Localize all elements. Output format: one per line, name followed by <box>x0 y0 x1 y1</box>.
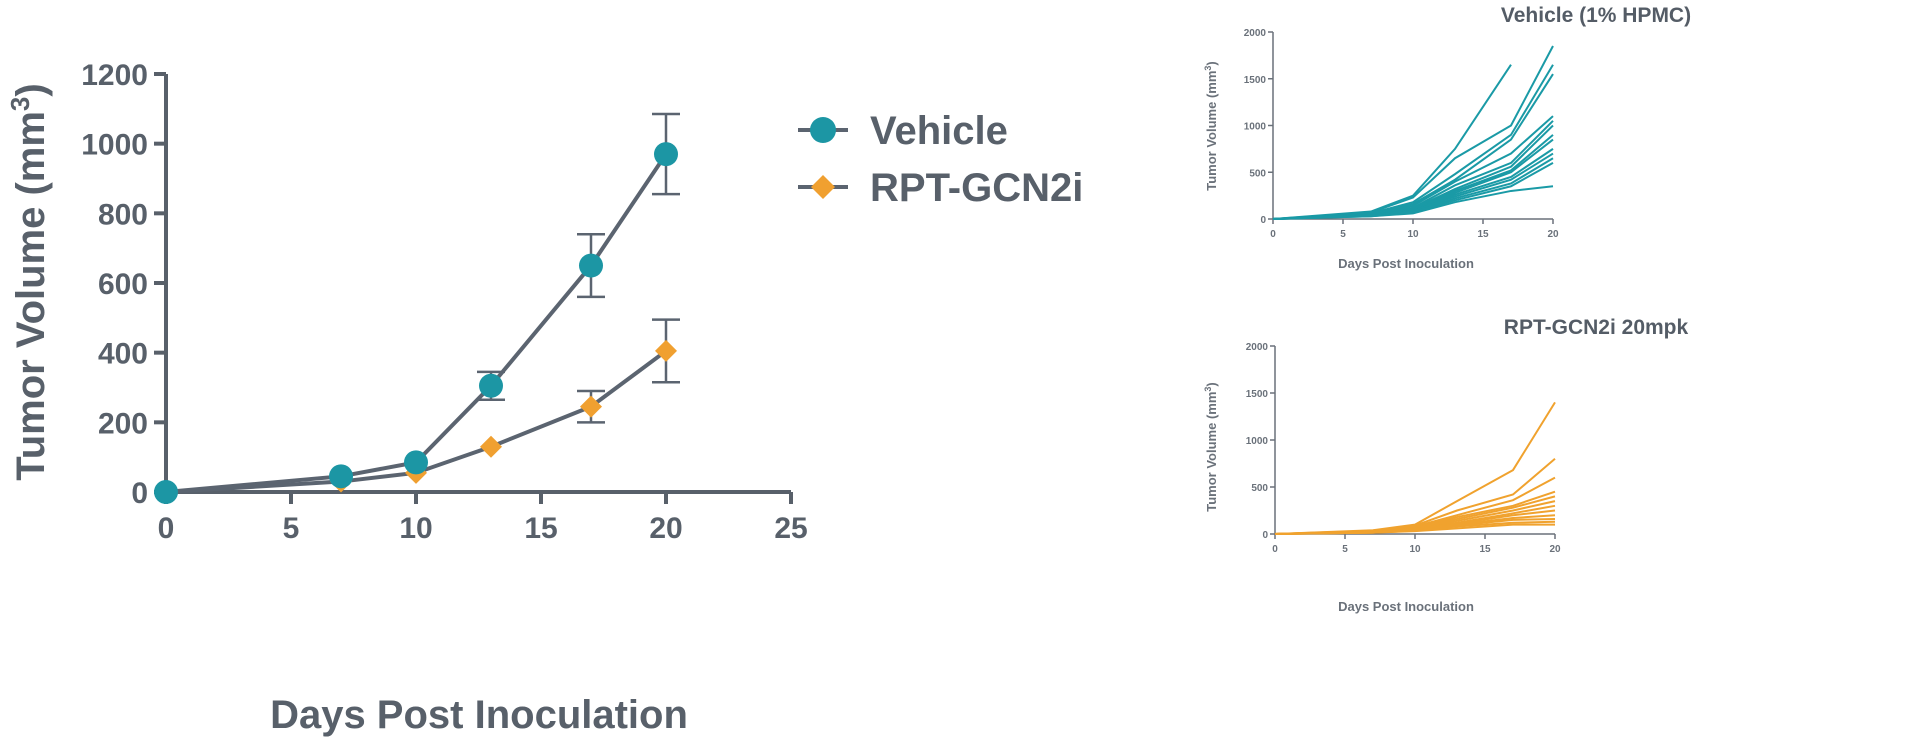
rpt-gcn2i-x-axis-title: Days Post Inoculation <box>1338 599 1474 614</box>
main-y-tick-label: 1000 <box>81 129 148 162</box>
legend-label-rpt-gcn2i: RPT-GCN2i <box>870 166 1083 210</box>
main-y-tick-label: 200 <box>98 407 148 440</box>
vehicle-x-tick-label: 20 <box>1547 229 1559 240</box>
vehicle-subject-line-2 <box>1272 45 1554 220</box>
vehicle-spaghetti-chart: Vehicle (1% HPMC) 0 500 1000 1500 2000 0 5 10 15… <box>1203 4 1691 271</box>
main-x-axis-title: Days Post Inoculation <box>270 693 688 737</box>
rpt-gcn2i-spaghetti-chart: RPT-GCN2i 20mpk 0 500 1000 1500 2000 0 5 10 15 20… <box>1203 316 1689 614</box>
main-y-axis-title: Tumor Volume (mm3) <box>5 83 53 480</box>
data-point-vehicle <box>479 373 503 398</box>
rpt-gcn2i-y-axis-title: Tumor Volume (mm3) <box>1203 382 1219 512</box>
rpt-gcn2i-y-tick-label: 1500 <box>1246 389 1269 400</box>
rpt-gcn2i-x-tick-label: 5 <box>1342 544 1348 555</box>
vehicle-subject-line-14 <box>1272 185 1554 220</box>
rpt-gcn2i-y-tick-label: 1000 <box>1246 436 1269 447</box>
main-x-tick-label: 5 <box>283 512 300 545</box>
main-x-tick-label: 0 <box>158 512 175 545</box>
vehicle-x-tick-label: 0 <box>1270 229 1276 240</box>
main-y-tick-label: 600 <box>98 268 148 301</box>
main-x-tick-label: 20 <box>649 512 682 545</box>
vehicle-x-axis-title: Days Post Inoculation <box>1338 256 1474 271</box>
data-point-vehicle <box>154 480 178 504</box>
legend-label-vehicle: Vehicle <box>870 109 1008 153</box>
data-point-vehicle <box>579 253 603 278</box>
data-point-rpt-gcn2i <box>480 435 502 458</box>
rpt-gcn2i-y-tick-label: 0 <box>1262 530 1268 541</box>
vehicle-x-tick-label: 10 <box>1407 229 1419 240</box>
data-point-vehicle <box>404 450 428 475</box>
vehicle-x-tick-label: 5 <box>1340 229 1346 240</box>
main-plot-area <box>154 112 680 504</box>
main-y-tick-label: 800 <box>98 198 148 231</box>
rpt-gcn2i-chart-title: RPT-GCN2i 20mpk <box>1504 316 1689 339</box>
rpt-gcn2i-y-tick-label: 500 <box>1251 483 1268 494</box>
main-y-axis-title-superscript: 3 <box>5 97 35 111</box>
main-legend: Vehicle RPT-GCN2i <box>798 109 1083 210</box>
data-point-vehicle <box>329 464 353 489</box>
legend-item-vehicle: Vehicle <box>798 109 1008 153</box>
main-chart: 0 200 400 600 800 1000 1200 0 5 10 15 20 25 Days Pos… <box>5 59 1083 737</box>
series-line-rpt-gcn2i <box>165 349 668 494</box>
vehicle-y-axis-title: Tumor Volume (mm3) <box>1203 61 1219 191</box>
series-line-vehicle <box>165 153 668 494</box>
legend-marker-rpt-gcn2i <box>811 175 835 199</box>
legend-item-rpt-gcn2i: RPT-GCN2i <box>798 166 1083 210</box>
main-axes: 0 200 400 600 800 1000 1200 0 5 10 15 20 25 <box>81 59 807 545</box>
data-point-vehicle <box>654 142 678 167</box>
main-y-tick-label: 400 <box>98 338 148 371</box>
vehicle-axes: 0 500 1000 1500 2000 0 5 10 15 20 <box>1244 28 1559 240</box>
main-x-tick-label: 10 <box>399 512 432 545</box>
vehicle-y-tick-label: 1000 <box>1244 122 1267 133</box>
main-y-tick-label: 1200 <box>81 59 148 92</box>
vehicle-y-tick-label: 1500 <box>1244 75 1267 86</box>
data-point-rpt-gcn2i <box>655 339 677 362</box>
vehicle-chart-title: Vehicle (1% HPMC) <box>1501 4 1691 27</box>
rpt-gcn2i-x-tick-label: 20 <box>1549 544 1561 555</box>
vehicle-x-tick-label: 15 <box>1477 229 1489 240</box>
vehicle-y-tick-label: 500 <box>1249 168 1266 179</box>
data-point-rpt-gcn2i <box>580 395 602 418</box>
vehicle-y-tick-label: 2000 <box>1244 28 1267 39</box>
vehicle-plot-area <box>1272 45 1554 220</box>
rpt-gcn2i-x-tick-label: 10 <box>1409 544 1421 555</box>
rpt-gcn2i-axes: 0 500 1000 1500 2000 0 5 10 15 20 <box>1246 342 1561 555</box>
vehicle-y-tick-label: 0 <box>1260 215 1266 226</box>
legend-marker-vehicle <box>810 117 836 143</box>
main-x-tick-label: 15 <box>524 512 557 545</box>
rpt-gcn2i-x-tick-label: 15 <box>1479 544 1491 555</box>
rpt-gcn2i-x-tick-label: 0 <box>1272 544 1278 555</box>
rpt-gcn2i-subject-line-12 <box>1274 523 1555 535</box>
rpt-gcn2i-plot-area <box>1274 401 1556 535</box>
main-y-tick-label: 0 <box>131 477 148 510</box>
main-x-tick-label: 25 <box>774 512 807 545</box>
rpt-gcn2i-y-tick-label: 2000 <box>1246 342 1269 353</box>
